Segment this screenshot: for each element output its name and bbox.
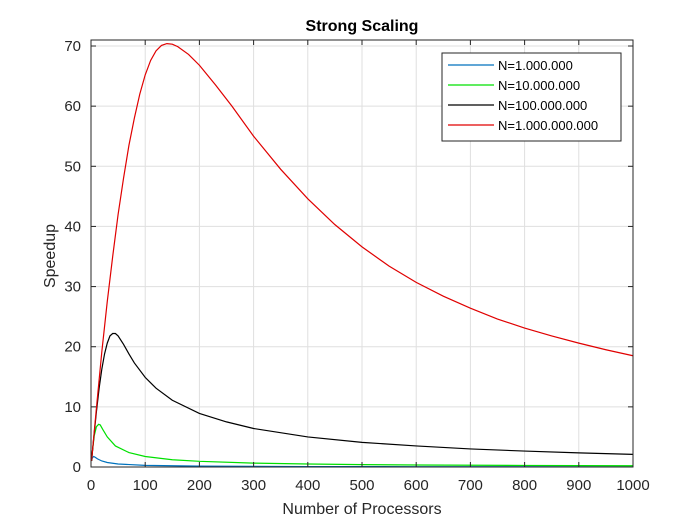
x-tick-label: 400 bbox=[295, 477, 320, 494]
x-tick-label: 0 bbox=[87, 477, 95, 494]
x-tick-label: 200 bbox=[187, 477, 212, 494]
legend-label-1: N=1.000.000 bbox=[498, 58, 573, 73]
x-tick-label: 300 bbox=[241, 477, 266, 494]
y-tick-label: 50 bbox=[64, 158, 81, 175]
y-tick-label: 70 bbox=[64, 38, 81, 55]
legend-label-4: N=1.000.000.000 bbox=[498, 118, 598, 133]
x-tick-label: 700 bbox=[458, 477, 483, 494]
x-tick-label: 600 bbox=[404, 477, 429, 494]
tick-labels: 0 100 200 300 400 500 600 700 800 900 1000 0 10 20 30 4… bbox=[64, 38, 649, 494]
axes bbox=[90, 39, 634, 468]
x-tick-label: 100 bbox=[133, 477, 158, 494]
chart-title: Strong Scaling bbox=[306, 18, 419, 35]
x-tick-label: 500 bbox=[349, 477, 374, 494]
legend-box bbox=[441, 52, 622, 142]
x-tick-label: 1000 bbox=[616, 477, 649, 494]
legend: N=1.000.000 N=10.000.000 N=100.000.000 N=1.… bbox=[441, 52, 622, 142]
x-axis-label: Number of Processors bbox=[282, 501, 441, 518]
y-tick-label: 0 bbox=[73, 459, 81, 476]
y-tick-label: 20 bbox=[64, 339, 81, 356]
series-line-4 bbox=[90, 42, 634, 462]
legend-label-2: N=10.000.000 bbox=[498, 78, 580, 93]
legend-label-3: N=100.000.000 bbox=[498, 98, 587, 113]
x-tick-label: 800 bbox=[512, 477, 537, 494]
y-tick-label: 10 bbox=[64, 399, 81, 416]
y-tick-label: 30 bbox=[64, 279, 81, 296]
y-axis-label: Speedup bbox=[42, 224, 59, 288]
y-tick-label: 40 bbox=[64, 218, 81, 235]
x-tick-label: 900 bbox=[566, 477, 591, 494]
y-tick-label: 60 bbox=[64, 98, 81, 115]
series-line-3 bbox=[90, 332, 634, 462]
